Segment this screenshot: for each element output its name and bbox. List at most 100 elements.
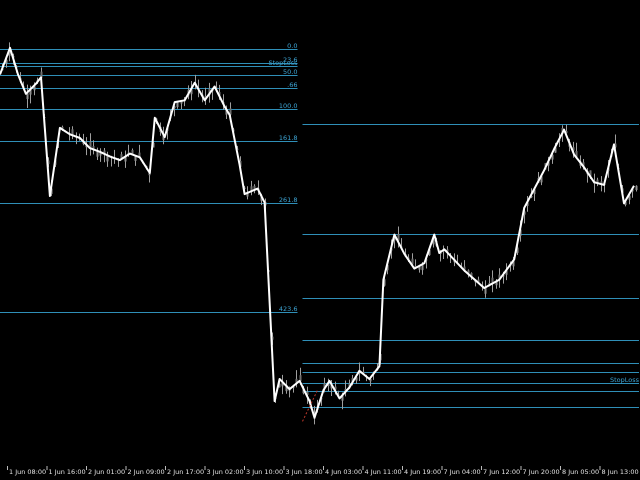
candle-body	[103, 150, 106, 154]
x-tick-label: 7 Jun 04:00	[444, 468, 481, 476]
candle-body	[152, 142, 155, 148]
candle-body	[502, 275, 505, 277]
candle-body	[624, 201, 627, 205]
candle-body	[614, 143, 617, 148]
candle-body	[533, 189, 536, 195]
candle-body	[484, 287, 487, 294]
candle-body	[505, 270, 508, 275]
candle-body	[131, 150, 134, 155]
candle-body	[299, 375, 302, 381]
candle-body	[208, 88, 211, 95]
x-tick-label: 2 Jun 09:00	[128, 468, 165, 476]
candle-body	[467, 270, 470, 274]
fib-level-label: 100.0	[279, 102, 298, 110]
candle-body	[411, 258, 414, 265]
candle-body	[432, 239, 435, 245]
x-tick-label: 7 Jun 20:00	[523, 468, 560, 476]
candle-body	[8, 50, 11, 56]
candle-body	[519, 229, 522, 236]
candle-body	[362, 371, 365, 374]
candle-body	[218, 92, 221, 96]
candle-body	[547, 162, 550, 166]
candle-body	[285, 385, 288, 392]
x-tick-label: 2 Jun 17:00	[167, 468, 204, 476]
candle-body	[134, 155, 137, 161]
candle-body	[421, 264, 424, 271]
candle-body	[523, 211, 526, 215]
candle-body	[572, 147, 575, 151]
candle-body	[446, 249, 449, 252]
candle-body	[463, 266, 466, 271]
candle-body	[40, 71, 43, 78]
candle-body	[33, 86, 36, 91]
x-tick-label: 4 Jun 19:00	[404, 468, 441, 476]
x-tick-label: 8 Jun 05:00	[562, 468, 599, 476]
candle-body	[341, 396, 344, 401]
candle-body	[530, 195, 533, 198]
candle-body	[176, 101, 179, 108]
candle-body	[575, 150, 578, 158]
fib-level-label: 423.6	[279, 305, 298, 313]
candle-body	[355, 377, 358, 381]
candle-body	[386, 264, 389, 271]
candle-body	[306, 392, 309, 395]
candle-body	[582, 162, 585, 167]
x-axis-ticks: 1 Jun 08:00 1 Jun 16:00 2 Jun 01:00 2 Jun 0…	[7, 466, 639, 476]
candle-body	[89, 141, 92, 148]
x-tick-label: 1 Jun 08:00	[9, 468, 46, 476]
fib-level-label: 0.0	[287, 42, 297, 50]
candle-body	[397, 234, 400, 241]
candle-body	[138, 152, 141, 157]
x-tick-label: 2 Jun 01:00	[88, 468, 125, 476]
candle-body	[5, 59, 8, 64]
candle-body	[551, 154, 554, 160]
candle-body	[383, 279, 386, 286]
candle-body	[439, 252, 442, 254]
x-tick-label: 4 Jun 11:00	[365, 468, 402, 476]
candle-body	[47, 160, 50, 165]
candle-body	[540, 176, 543, 183]
fib-level-label: 161.8	[279, 134, 298, 142]
zigzag-series	[0, 46, 635, 419]
x-tick-label: 7 Jun 12:00	[483, 468, 520, 476]
candle-body	[600, 181, 603, 184]
zigzag-line	[0, 46, 635, 419]
candle-body	[120, 154, 123, 160]
candle-body	[418, 266, 421, 270]
candle-body	[498, 274, 501, 280]
candle-body	[495, 281, 498, 286]
x-tick-label: 3 Jun 10:00	[246, 468, 283, 476]
fib-level-label: StopLoss	[610, 376, 640, 384]
candle-body	[334, 386, 337, 390]
x-tick-label: 4 Jun 03:00	[325, 468, 362, 476]
candle-body	[512, 261, 515, 267]
candle-body	[253, 185, 256, 191]
candle-body	[215, 87, 218, 89]
fibonacci-levels-right: StopLoss	[302, 124, 640, 408]
candle-body	[71, 129, 74, 136]
candle-body	[369, 378, 372, 382]
candle-body	[225, 108, 228, 115]
fib-level-label: 23.6	[283, 56, 297, 64]
candle-body	[96, 150, 99, 157]
candle-body	[190, 89, 193, 95]
candle-body	[281, 381, 284, 387]
candlesticks	[1, 42, 638, 425]
candle-body	[29, 89, 32, 95]
fib-level-label: .66	[287, 81, 297, 89]
candle-body	[470, 273, 473, 277]
fib-level-label: 261.8	[279, 196, 298, 204]
candle-body	[327, 383, 330, 387]
candle-body	[239, 160, 242, 167]
candle-body	[26, 93, 29, 100]
x-tick-label: 3 Jun 02:00	[207, 468, 244, 476]
candle-body	[173, 106, 176, 109]
x-tick-label: 3 Jun 18:00	[286, 468, 323, 476]
candle-body	[292, 386, 295, 388]
candle-body	[99, 151, 102, 156]
candle-body	[596, 179, 599, 183]
candle-body	[477, 279, 480, 283]
fib-level-label: StopLoss	[268, 59, 298, 67]
